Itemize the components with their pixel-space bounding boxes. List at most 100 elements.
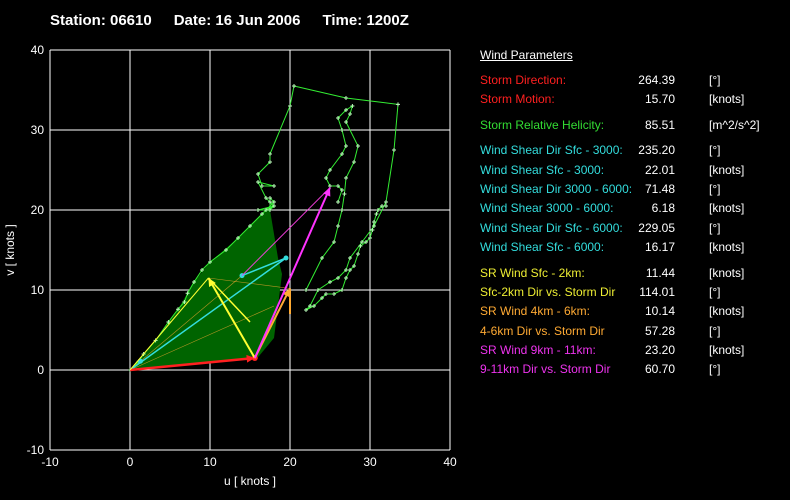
- param-row: SR Wind 9km - 11km: 23.20 [knots]: [480, 343, 780, 362]
- hodograph-point: [324, 292, 328, 296]
- hodograph-point: [348, 112, 352, 116]
- hodograph-point: [192, 280, 196, 284]
- hodograph-point: [340, 188, 344, 192]
- hodograph-point: [368, 236, 372, 240]
- hodograph-point: [344, 144, 348, 148]
- param-row: Storm Direction: 264.39 [°]: [480, 73, 780, 92]
- param-unit: [knots]: [709, 92, 745, 107]
- shear-3000-6000-line: [241, 257, 287, 277]
- shear-sfc-3000-line: [129, 257, 287, 371]
- param-row: Wind Shear Dir Sfc - 6000: 229.05 [°]: [480, 221, 780, 240]
- hodograph-point: [328, 184, 332, 188]
- hodograph-upper-line: [305, 104, 359, 291]
- param-value: 229.05: [638, 220, 675, 235]
- hodograph-point: [256, 208, 260, 212]
- x-tick-label: 40: [443, 455, 457, 469]
- hodograph-point: [200, 268, 204, 272]
- hodograph-point: [336, 276, 340, 280]
- param-label: Wind Shear Dir Sfc - 6000:: [480, 220, 623, 235]
- hodograph-point: [340, 152, 344, 156]
- param-value: 114.01: [639, 284, 675, 299]
- param-value: 57.28: [644, 323, 675, 338]
- hodograph-point: [224, 248, 228, 252]
- hodograph-point: [256, 180, 260, 184]
- param-label: 4-6km Dir vs. Storm Dir: [480, 323, 605, 338]
- hodograph-point: [332, 240, 336, 244]
- hodograph-point: [268, 152, 272, 156]
- hodograph-point: [352, 264, 356, 268]
- param-unit: [knots]: [709, 343, 745, 358]
- hodograph-point: [344, 120, 348, 124]
- hodograph-point: [166, 320, 171, 324]
- y-tick-label: 30: [31, 123, 45, 137]
- axis-ticks: -10 0 10 20 30 40 -10 0 10 20 30 40: [27, 43, 457, 469]
- param-value: 6.18: [651, 201, 675, 216]
- param-unit: [knots]: [709, 304, 745, 319]
- hodograph-point: [372, 224, 376, 228]
- y-axis-label: v [ knots ]: [3, 224, 17, 275]
- param-unit: [°]: [709, 143, 721, 158]
- hodograph-point: [308, 304, 312, 308]
- hodograph-point: [360, 240, 364, 244]
- km9-11-mean-line: [241, 187, 331, 276]
- sr-9-11km-vector: [253, 187, 331, 359]
- x-tick-label: 30: [363, 455, 377, 469]
- hodograph-point: [260, 184, 264, 188]
- hodograph-point: [256, 172, 260, 176]
- param-row: Storm Motion: 15.70 [knots]: [480, 92, 780, 111]
- param-label: Storm Direction:: [480, 73, 567, 87]
- hodograph-point: [324, 176, 328, 180]
- param-row: SR Wind 4km - 6km: 10.14 [knots]: [480, 304, 780, 323]
- hodograph-point: [264, 196, 268, 200]
- hodograph-point: [376, 208, 380, 212]
- param-value: 10.14: [644, 304, 675, 319]
- param-unit: [°]: [709, 284, 721, 299]
- param-row: 4-6km Dir vs. Storm Dir 57.28 [°]: [480, 324, 780, 343]
- hodograph-point: [344, 108, 348, 112]
- param-row: 9-11km Dir vs. Storm Dir 60.70 [°]: [480, 362, 780, 381]
- param-row: Wind Shear Dir Sfc - 3000: 235.20 [°]: [480, 143, 780, 162]
- hodograph-point: [185, 291, 190, 296]
- y-tick-label: -10: [27, 443, 45, 457]
- param-row: Sfc-2km Dir vs. Storm Dir 114.01 [°]: [480, 285, 780, 304]
- y-tick-label: 40: [31, 43, 45, 57]
- param-row: Wind Shear Dir 3000 - 6000: 71.48 [°]: [480, 182, 780, 201]
- hodograph-point: [264, 208, 268, 212]
- hodograph-point: [304, 288, 308, 292]
- param-label: SR Wind 4km - 6km:: [480, 304, 591, 319]
- wind-vectors: [129, 187, 331, 372]
- time-label: Time: 1200Z: [322, 12, 409, 29]
- x-tick-label: -10: [41, 455, 59, 469]
- storm-motion-vector: [129, 356, 255, 372]
- sfc-2km-wind-line: [129, 277, 209, 371]
- sr-9-11km-vector-head: [323, 187, 331, 197]
- hodograph-point: [384, 200, 388, 204]
- hodograph-point: [272, 200, 276, 204]
- param-label: Storm Motion:: [480, 92, 555, 107]
- param-unit: [knots]: [709, 162, 745, 177]
- x-tick-label: 10: [203, 455, 217, 469]
- hodograph-point: [392, 148, 396, 152]
- param-value: 264.39: [638, 73, 675, 87]
- param-row: Wind Shear Sfc - 3000: 22.01 [knots]: [480, 163, 780, 182]
- hodograph-point: [332, 292, 336, 296]
- hodograph-point: [384, 204, 388, 208]
- mean-wind-line: [208, 277, 291, 289]
- hodograph-point: [272, 204, 276, 208]
- param-row: SR Wind Sfc - 2km: 11.44 [knots]: [480, 266, 780, 285]
- date-label: Date: 16 Jun 2006: [173, 12, 301, 29]
- param-label: SR Wind 9km - 11km:: [480, 343, 596, 358]
- hodograph-point: [350, 104, 355, 108]
- hodograph-point: [176, 307, 180, 312]
- sounding-header: Station: 06610 Date: 16 Jun 2006 Time: 120…: [50, 12, 431, 29]
- param-row: Wind Shear Sfc - 6000: 16.17 [knots]: [480, 240, 780, 259]
- hodograph-point: [268, 200, 272, 204]
- hodograph-point: [208, 260, 212, 264]
- hodograph-point: [348, 256, 352, 260]
- hodograph-point: [344, 276, 348, 280]
- param-label: 9-11km Dir vs. Storm Dir: [480, 362, 611, 377]
- param-label: Storm Relative Helicity:: [480, 117, 605, 132]
- param-label: Wind Shear Sfc - 6000:: [480, 240, 605, 255]
- y-tick-label: 20: [31, 203, 45, 217]
